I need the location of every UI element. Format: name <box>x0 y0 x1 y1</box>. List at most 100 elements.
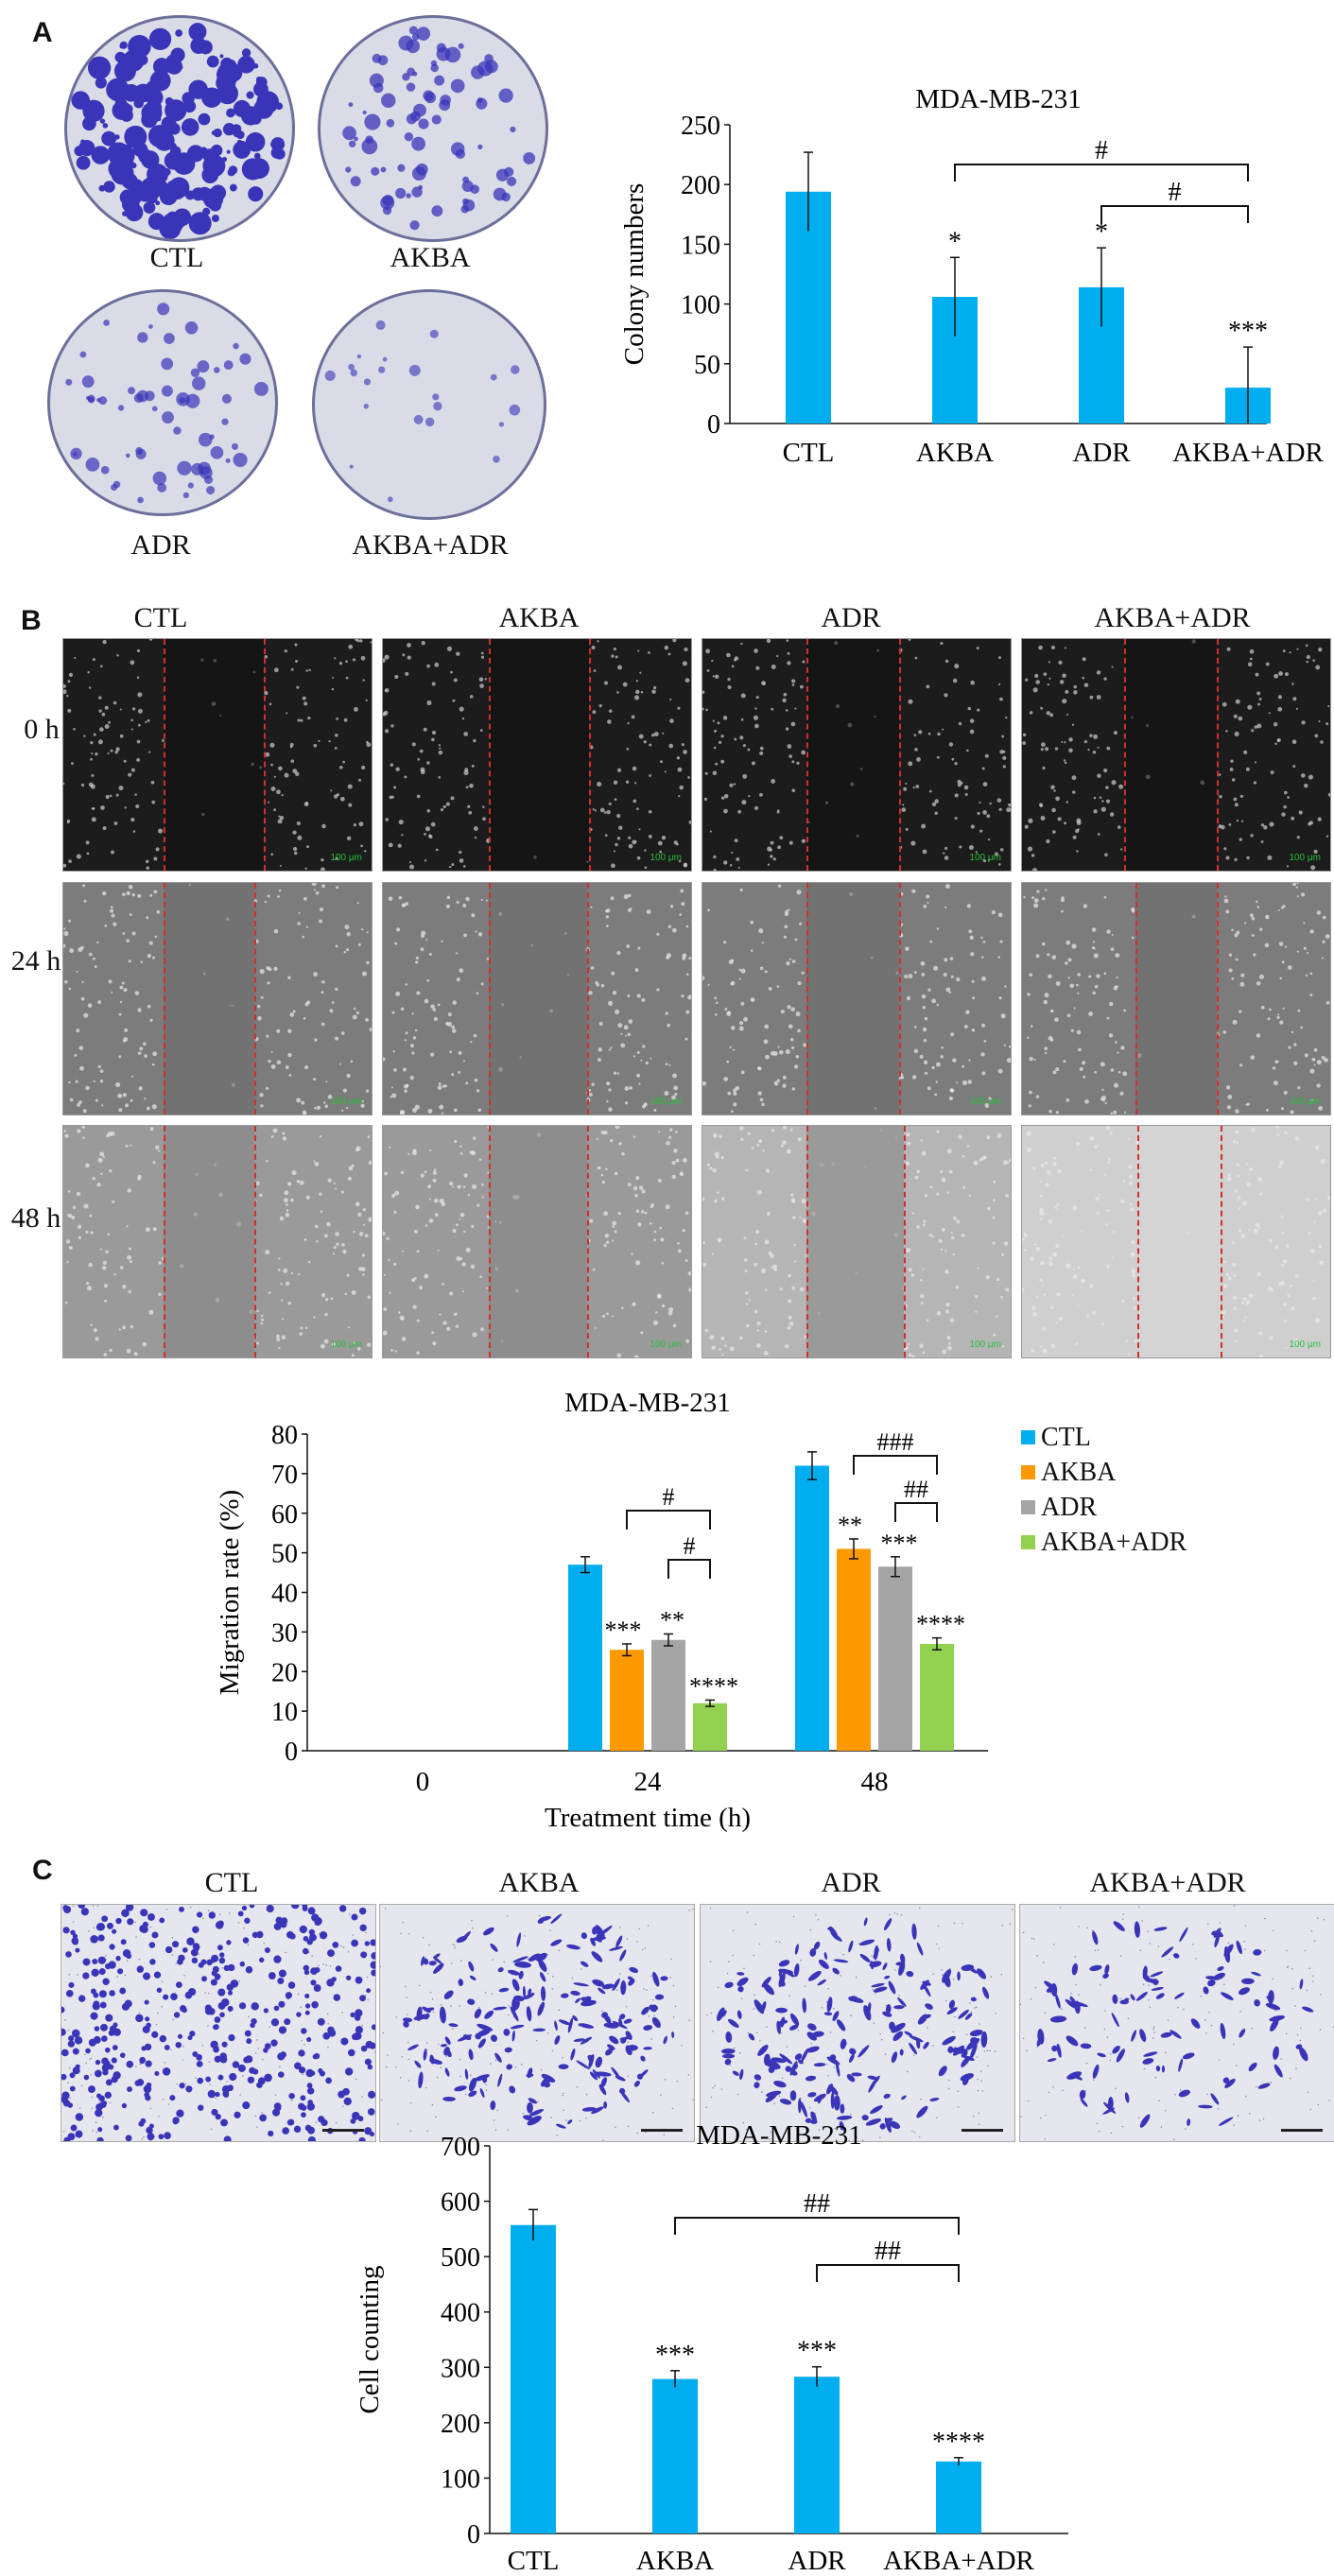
membrane-pore <box>913 2132 916 2134</box>
cell <box>908 1353 912 1357</box>
stained-cell <box>357 2116 364 2122</box>
stained-cell <box>72 2048 79 2055</box>
stained-cell <box>446 2049 452 2058</box>
cell <box>361 1099 364 1103</box>
transwell-stain <box>380 1908 694 2141</box>
membrane-pore <box>1106 2036 1109 2038</box>
stained-cell <box>205 2076 212 2083</box>
membrane-pore <box>912 2054 915 2056</box>
cell <box>336 717 338 720</box>
membrane-pore <box>1285 2032 1288 2035</box>
cell <box>1029 711 1033 715</box>
membrane-pore <box>78 2107 81 2109</box>
stained-cell <box>113 2071 121 2080</box>
cell <box>335 1187 338 1190</box>
stained-cell <box>220 2118 228 2127</box>
cell <box>702 1196 705 1202</box>
cell <box>1117 825 1121 829</box>
cell <box>105 794 110 800</box>
cell <box>1245 767 1250 771</box>
cell <box>1279 977 1283 980</box>
cell <box>900 1075 905 1080</box>
cell <box>950 1032 955 1037</box>
membrane-pore <box>440 2004 442 2006</box>
cell <box>1236 1163 1240 1167</box>
stained-cell <box>307 1907 316 1915</box>
membrane-pore <box>664 2079 667 2081</box>
cell <box>1296 883 1299 885</box>
cell <box>989 802 992 805</box>
legend-item-akba: AKBA <box>1021 1455 1187 1490</box>
stained-cell <box>432 1956 442 1964</box>
cell <box>730 1026 736 1030</box>
cell <box>451 863 455 867</box>
membrane-pore <box>745 2128 748 2131</box>
cell <box>719 1347 722 1351</box>
cell <box>480 982 484 986</box>
stained-cell <box>789 2013 800 2026</box>
cell <box>351 1354 355 1357</box>
stained-cell <box>1174 1992 1185 1999</box>
membrane-pore <box>1020 2003 1022 2006</box>
cell <box>796 761 800 765</box>
membrane-pore <box>669 1977 671 1979</box>
membrane-pore <box>172 2018 174 2021</box>
cell <box>85 840 90 845</box>
stained-cell <box>206 1959 213 1966</box>
colony <box>141 102 163 124</box>
cell <box>617 1211 622 1216</box>
cell <box>294 659 299 663</box>
cell <box>1282 1259 1288 1264</box>
stained-cell <box>147 2133 155 2141</box>
stained-cell <box>883 2093 891 2099</box>
cell <box>626 748 630 751</box>
cellcount-x-tick-label: ADR <box>788 2546 846 2576</box>
stained-cell <box>1299 2047 1308 2062</box>
stained-cell <box>300 2095 306 2101</box>
colony-x-tick-label: ADR <box>1072 438 1131 468</box>
migration-bracket-label: # <box>684 1532 696 1560</box>
cell <box>407 643 411 648</box>
stained-cell <box>106 1922 113 1929</box>
scale-bar <box>962 2129 1003 2132</box>
cell <box>265 752 270 757</box>
stained-cell <box>270 2039 278 2047</box>
membrane-pore <box>1031 1937 1033 1940</box>
cell <box>449 1050 453 1054</box>
cell <box>412 1305 417 1309</box>
cell <box>588 991 593 995</box>
membrane-pore <box>424 1957 427 1959</box>
membrane-pore <box>104 1955 107 1958</box>
cell <box>1264 942 1270 948</box>
cell <box>454 1139 458 1144</box>
cell <box>149 1018 153 1022</box>
stained-cell <box>318 2116 325 2123</box>
membrane-pore <box>138 2012 141 2014</box>
cell <box>1281 812 1286 817</box>
membrane-pore <box>1091 1929 1094 1931</box>
cell <box>303 896 307 901</box>
cell <box>1228 1276 1232 1280</box>
cell <box>936 755 940 759</box>
cell <box>589 1093 593 1097</box>
cell <box>606 1312 609 1316</box>
colony <box>345 166 352 173</box>
stained-cell <box>807 2092 817 2098</box>
colony <box>190 37 207 55</box>
migration-bracket-label: ## <box>904 1476 928 1503</box>
cell <box>742 773 748 779</box>
cell <box>787 651 790 655</box>
cell <box>1316 1060 1322 1065</box>
cell <box>78 947 83 953</box>
cell <box>478 677 484 683</box>
cell <box>475 930 477 933</box>
membrane-pore <box>90 2073 93 2076</box>
cell <box>919 1343 924 1348</box>
cell <box>621 1151 625 1156</box>
stained-cell <box>609 2035 619 2045</box>
membrane-pore <box>983 2050 986 2052</box>
cell <box>954 793 959 798</box>
cell <box>313 743 318 748</box>
cell <box>931 1065 935 1070</box>
cell <box>961 1233 965 1237</box>
